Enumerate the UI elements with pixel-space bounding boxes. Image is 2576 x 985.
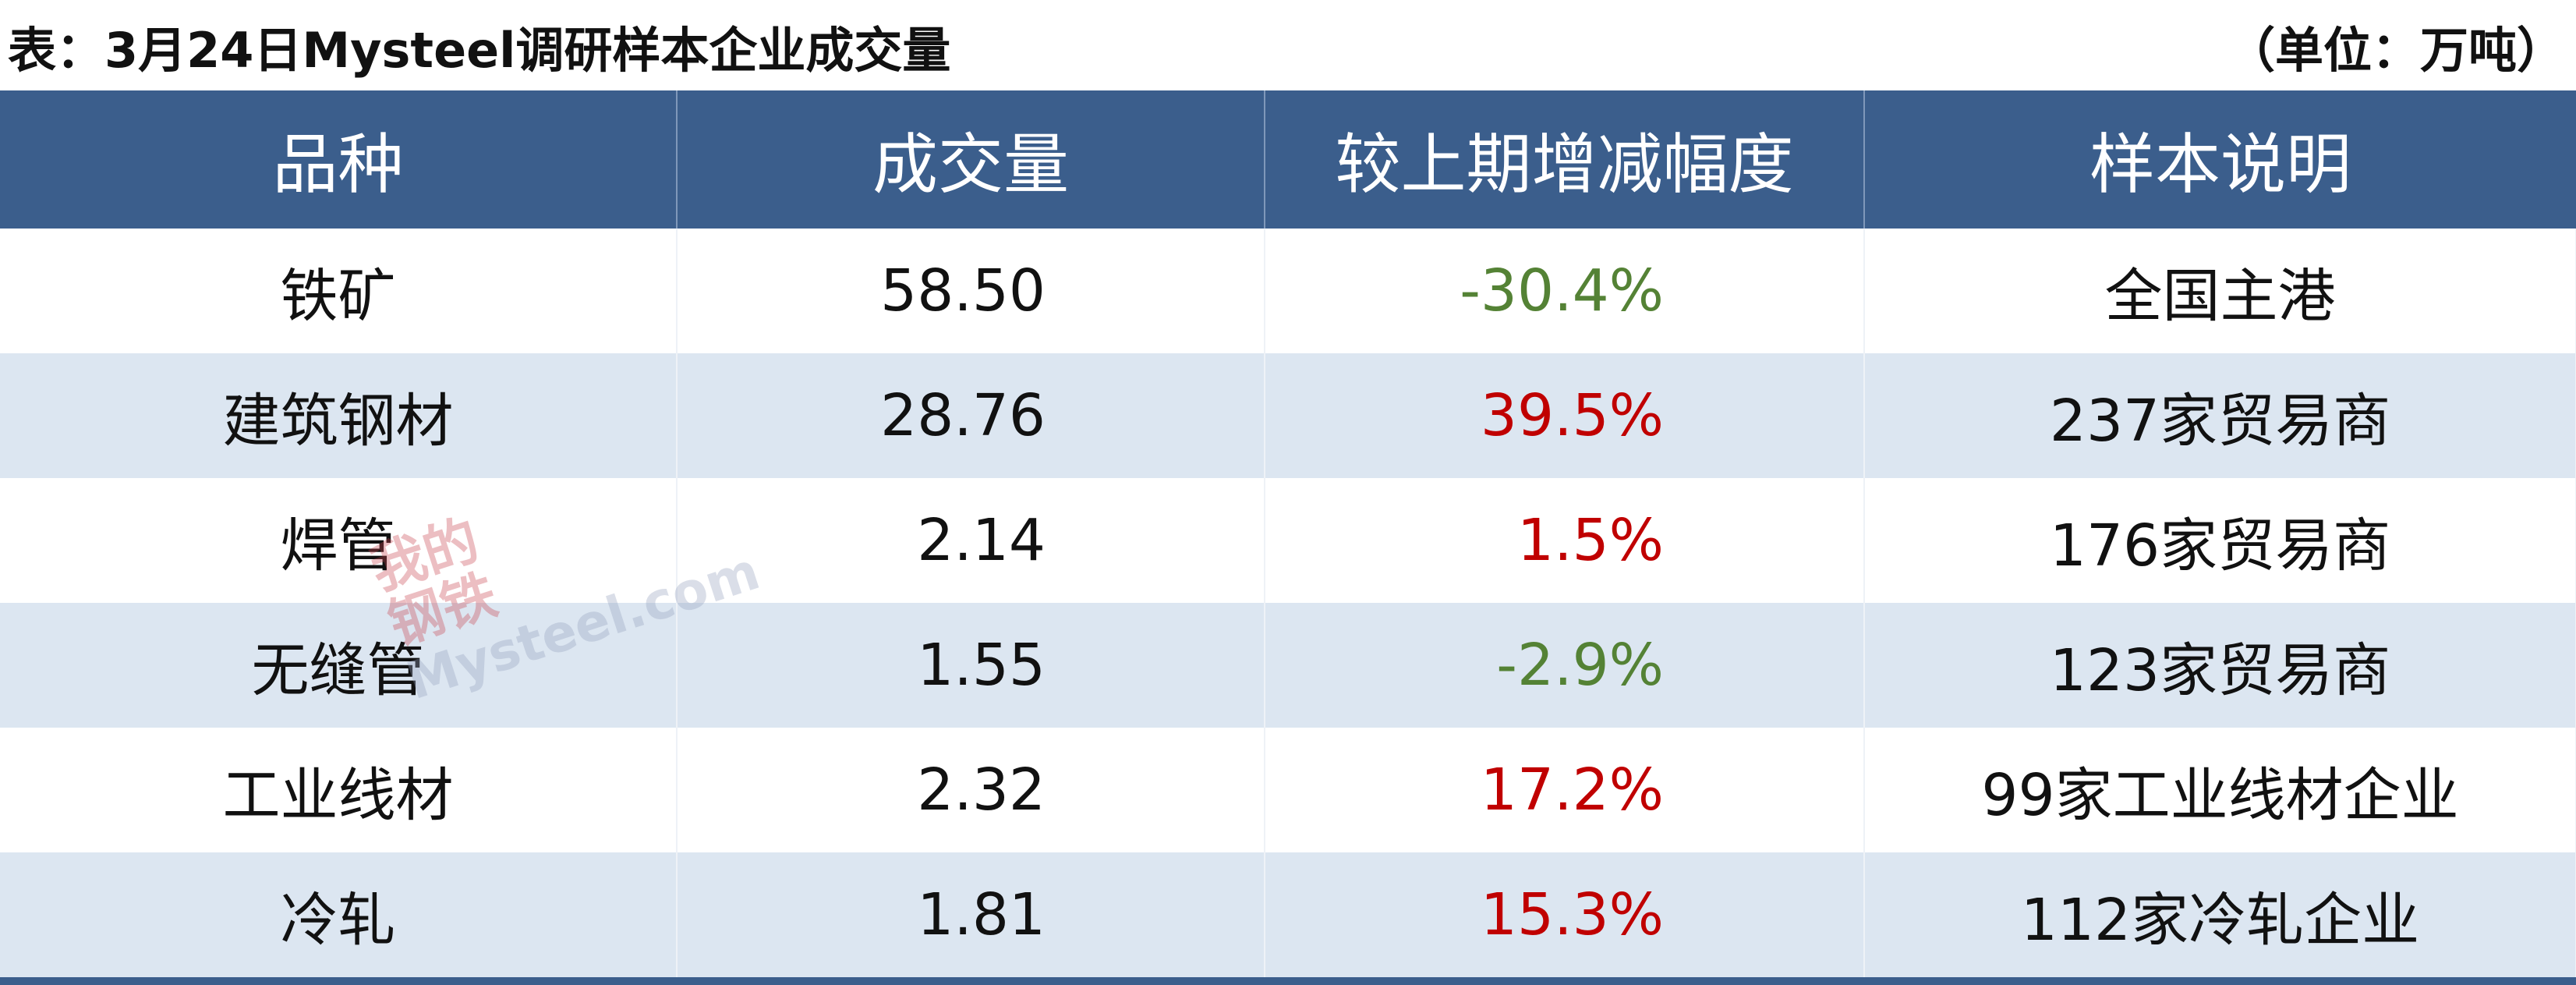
product-cell: 铁矿 xyxy=(0,229,678,353)
change-cell: -2.9% xyxy=(1265,603,1865,728)
product-cell: 工业线材 xyxy=(0,728,678,852)
table-row: 冷轧 1.81 15.3% 112家冷轧企业 xyxy=(0,852,2576,981)
change-cell: 17.2% xyxy=(1265,728,1865,852)
volume-cell: 1.81 xyxy=(677,852,1265,981)
product-cell: 建筑钢材 xyxy=(0,353,678,478)
volume-cell: 58.50 xyxy=(677,229,1265,353)
change-cell: -30.4% xyxy=(1265,229,1865,353)
volume-cell: 1.55 xyxy=(677,603,1265,728)
table-row: 铁矿 58.50 -30.4% 全国主港 xyxy=(0,229,2576,353)
column-header: 品种 xyxy=(0,90,678,229)
column-header: 样本说明 xyxy=(1864,90,2576,229)
sample-cell: 237家贸易商 xyxy=(1864,353,2576,478)
product-cell: 无缝管 xyxy=(0,603,678,728)
column-header: 较上期增减幅度 xyxy=(1265,90,1865,229)
data-table: 品种 成交量 较上期增减幅度 样本说明 铁矿 58.50 -30.4% 全国主港 建筑钢材 28… xyxy=(0,90,2576,985)
change-cell: 39.5% xyxy=(1265,353,1865,478)
volume-cell: 2.32 xyxy=(677,728,1265,852)
table-row: 焊管 2.14 1.5% 176家贸易商 xyxy=(0,478,2576,603)
change-cell: 1.5% xyxy=(1265,478,1865,603)
table-row: 建筑钢材 28.76 39.5% 237家贸易商 xyxy=(0,353,2576,478)
volume-cell: 28.76 xyxy=(677,353,1265,478)
sample-cell: 全国主港 xyxy=(1864,229,2576,353)
table-row: 工业线材 2.32 17.2% 99家工业线材企业 xyxy=(0,728,2576,852)
table-row: 无缝管 1.55 -2.9% 123家贸易商 xyxy=(0,603,2576,728)
change-cell: 15.3% xyxy=(1265,852,1865,981)
title-bar: 表：3月24日Mysteel调研样本企业成交量 （单位：万吨） xyxy=(0,0,2576,90)
sample-cell: 99家工业线材企业 xyxy=(1864,728,2576,852)
product-cell: 焊管 xyxy=(0,478,678,603)
header-row: 品种 成交量 较上期增减幅度 样本说明 xyxy=(0,90,2576,229)
table-title: 表：3月24日Mysteel调研样本企业成交量 xyxy=(8,22,951,79)
volume-cell: 2.14 xyxy=(677,478,1265,603)
sample-cell: 123家贸易商 xyxy=(1864,603,2576,728)
column-header: 成交量 xyxy=(677,90,1265,229)
sample-cell: 112家冷轧企业 xyxy=(1864,852,2576,981)
product-cell: 冷轧 xyxy=(0,852,678,981)
sample-cell: 176家贸易商 xyxy=(1864,478,2576,603)
unit-note: （单位：万吨） xyxy=(2226,22,2565,79)
